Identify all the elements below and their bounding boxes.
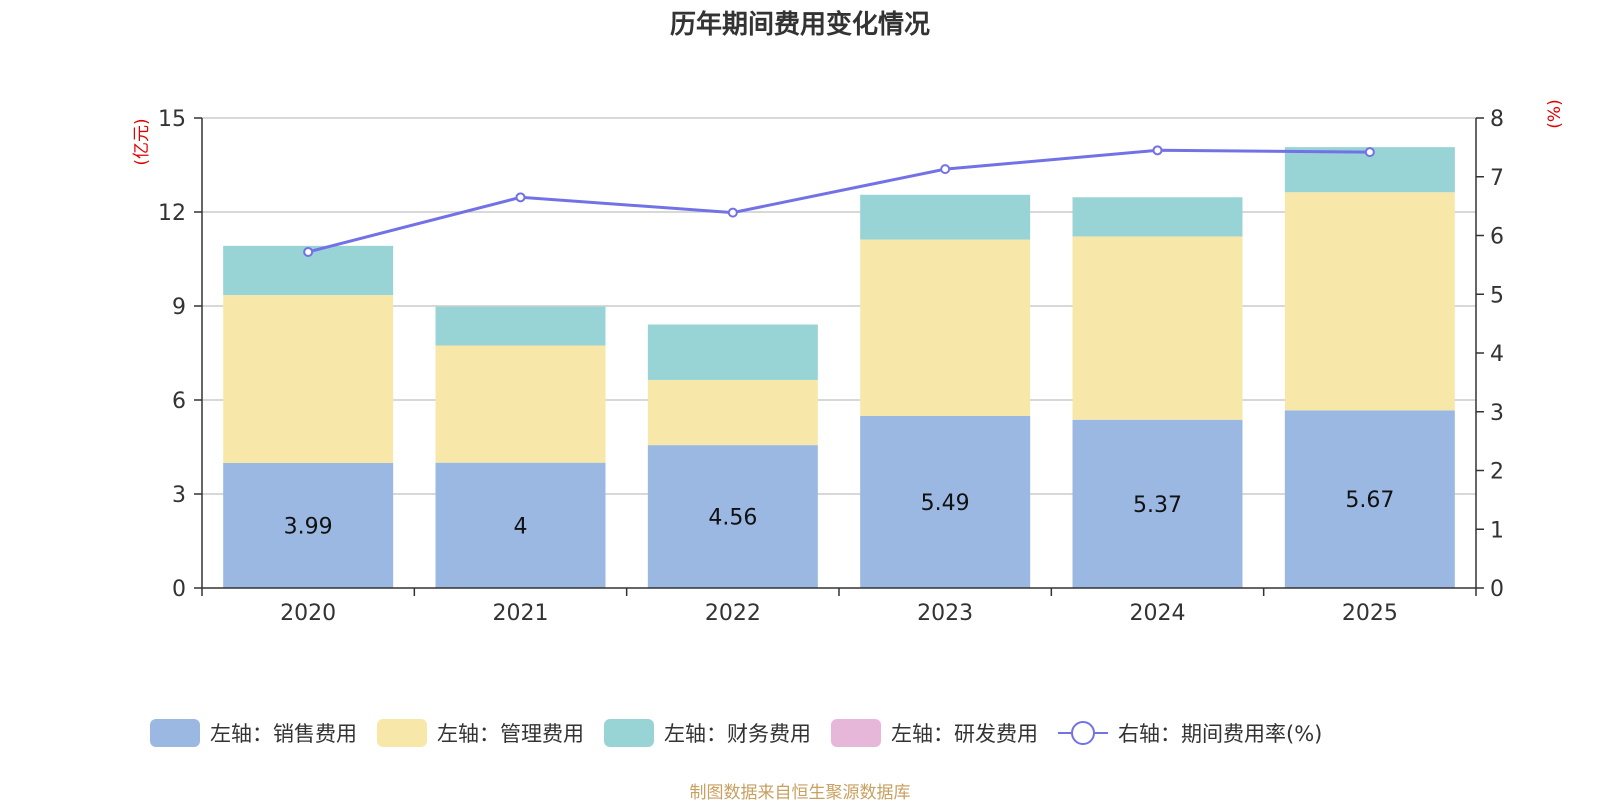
x-axis-tick-label: 2025	[1342, 601, 1398, 626]
legend-label-rate: 右轴：期间费用率(%)	[1118, 722, 1323, 746]
legend-item-admin[interactable]: 左轴：管理费用	[377, 718, 584, 748]
left-axis-tick-label: 0	[172, 577, 186, 602]
bar-segment	[647, 324, 818, 380]
legend-label-admin: 左轴：管理费用	[437, 722, 584, 746]
legend-swatch-rd	[831, 719, 881, 747]
right-axis-tick-label: 2	[1490, 460, 1504, 485]
x-axis-tick-label: 2023	[917, 601, 973, 626]
right-axis-tick-label: 4	[1490, 342, 1504, 367]
right-axis-tick-label: 5	[1490, 283, 1504, 308]
rate-point	[727, 207, 738, 218]
bar-data-label: 5.67	[1345, 488, 1394, 513]
legend-swatch-finance	[604, 719, 654, 747]
legend-item-finance[interactable]: 左轴：财务费用	[604, 718, 811, 748]
right-axis-tick-label: 3	[1490, 401, 1504, 426]
x-axis-tick-label: 2024	[1130, 601, 1186, 626]
bar-data-label: 5.37	[1133, 493, 1182, 518]
right-axis-tick-label: 0	[1490, 577, 1504, 602]
bar-segment	[1072, 236, 1243, 420]
bar-data-label: 4	[514, 514, 528, 539]
right-axis-tick-label: 8	[1490, 107, 1504, 132]
bar-segment	[647, 379, 818, 446]
left-axis-tick-label: 3	[172, 483, 186, 508]
left-axis-tick-label: 12	[158, 201, 186, 226]
rate-point	[940, 164, 951, 175]
chart-title: 历年期间费用变化情况	[669, 10, 930, 40]
legend-swatch-admin	[377, 719, 427, 747]
x-axis-tick-label: 2022	[705, 601, 761, 626]
left-axis-unit: (亿元)	[132, 118, 152, 165]
legend-item-sales[interactable]: 左轴：销售费用	[150, 718, 357, 748]
legend-label-rd: 左轴：研发费用	[891, 722, 1038, 746]
left-axis-tick-label: 9	[172, 295, 186, 320]
x-axis-tick-label: 2021	[493, 601, 549, 626]
bar-segment	[223, 462, 394, 588]
bar-data-label: 3.99	[284, 514, 333, 539]
left-axis-tick-label: 15	[158, 107, 186, 132]
rate-point	[1152, 145, 1163, 156]
bar-segment	[1072, 197, 1243, 237]
bar-segment	[860, 194, 1031, 240]
rate-line	[307, 148, 1370, 254]
rate-point	[1364, 147, 1375, 158]
bar-segment	[435, 306, 606, 346]
legend-swatch-sales	[150, 719, 200, 747]
bar-segment	[435, 462, 606, 588]
rate-point	[303, 246, 314, 257]
legend: 左轴：销售费用 左轴：管理费用 左轴：财务费用 左轴：研发费用 右轴：期间费用率…	[150, 716, 1342, 750]
legend-line-icon	[1058, 719, 1108, 747]
x-axis-tick-label: 2020	[280, 601, 336, 626]
bar-segment	[647, 445, 818, 588]
right-axis-tick-label: 7	[1490, 166, 1504, 191]
legend-label-sales: 左轴：销售费用	[210, 722, 357, 746]
left-axis-tick-label: 6	[172, 389, 186, 414]
bar-segment	[860, 415, 1031, 588]
legend-item-rd[interactable]: 左轴：研发费用	[831, 718, 1038, 748]
bar-segment	[1284, 410, 1455, 588]
bar-segment	[860, 239, 1031, 416]
bar-segment	[435, 345, 606, 463]
legend-item-rate[interactable]: 右轴：期间费用率(%)	[1058, 718, 1322, 748]
legend-label-finance: 左轴：财务费用	[664, 722, 811, 746]
bar-segment	[1284, 192, 1455, 411]
source-note: 制图数据来自恒生聚源数据库	[689, 783, 911, 803]
right-axis-unit: (%)	[1545, 99, 1565, 128]
right-axis-tick-label: 1	[1490, 518, 1504, 543]
bar-segment	[223, 295, 394, 463]
bar-segment	[1072, 419, 1243, 588]
bar-data-label: 4.56	[708, 506, 757, 531]
rate-point	[515, 192, 526, 203]
bar-data-label: 5.49	[921, 491, 970, 516]
right-axis-tick-label: 6	[1490, 225, 1504, 250]
